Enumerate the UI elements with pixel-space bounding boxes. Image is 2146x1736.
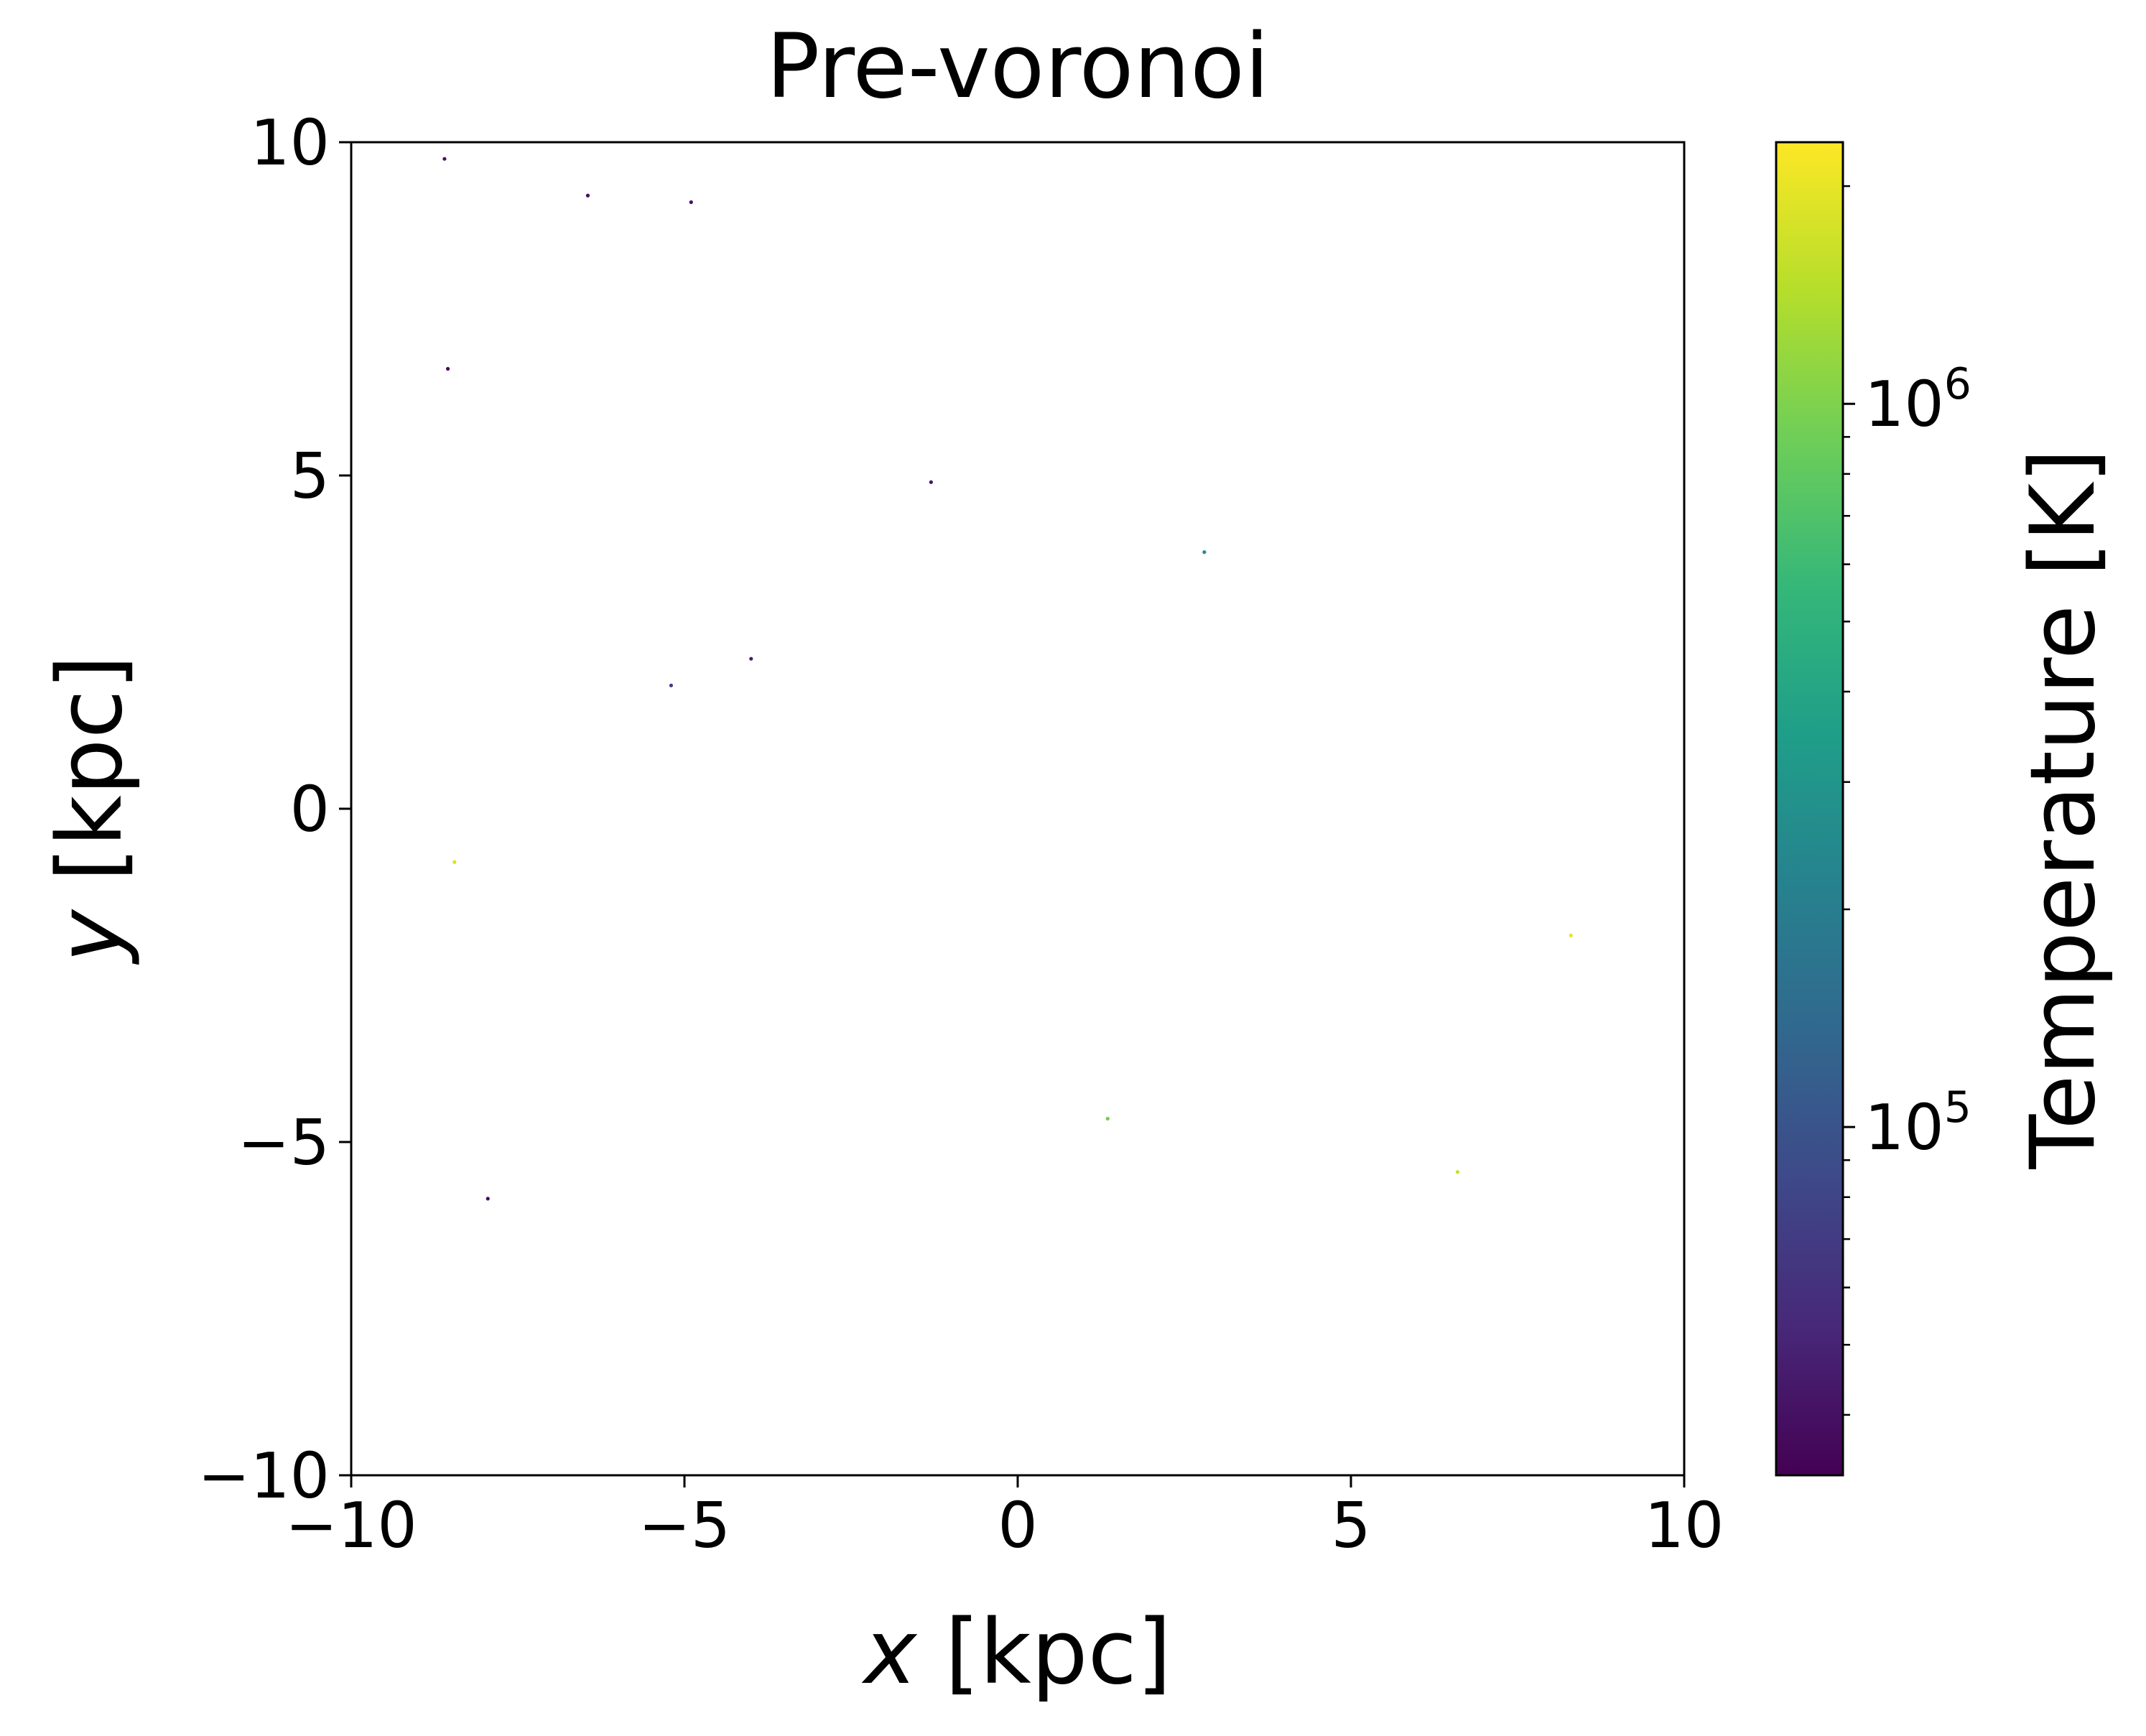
plot-area bbox=[350, 141, 1686, 1477]
data-point bbox=[585, 193, 590, 198]
colorbar-frame bbox=[1775, 141, 1844, 1477]
data-point bbox=[749, 656, 753, 661]
x-axis-label-unit: [kpc] bbox=[916, 1601, 1171, 1704]
data-point bbox=[452, 860, 457, 864]
chart-title: Pre-voronoi bbox=[766, 15, 1270, 119]
colorbar-tick-label: 105 bbox=[1864, 1082, 1971, 1164]
x-axis-label-var: x bbox=[861, 1601, 918, 1704]
colorbar: 105 106 bbox=[1775, 141, 1971, 1477]
x-axis-label: x [kpc] bbox=[861, 1601, 1171, 1704]
y-tick-label: −5 bbox=[238, 1106, 330, 1179]
y-tick-label: 5 bbox=[290, 440, 330, 513]
colorbar-tick-label: 106 bbox=[1864, 359, 1971, 441]
y-tick-label: 0 bbox=[290, 773, 330, 846]
colorbar-ticks: 105 106 bbox=[1843, 185, 1971, 1416]
x-tick-label: −10 bbox=[285, 1489, 417, 1562]
x-tick-label: 0 bbox=[998, 1489, 1037, 1562]
data-point bbox=[1455, 1170, 1460, 1174]
y-tick-label: −10 bbox=[198, 1439, 330, 1513]
y-axis-label-unit: [kpc] bbox=[39, 655, 142, 910]
data-point bbox=[486, 1197, 490, 1201]
data-point bbox=[929, 480, 933, 484]
y-axis-label: y [kpc] bbox=[39, 655, 142, 965]
colorbar-label: Temperature [K] bbox=[2012, 449, 2115, 1170]
data-point bbox=[669, 683, 674, 687]
data-point bbox=[1569, 933, 1573, 937]
y-axis-label-var: y bbox=[39, 909, 142, 965]
x-tick-label: 10 bbox=[1645, 1489, 1724, 1562]
data-point bbox=[442, 157, 447, 161]
data-point bbox=[689, 200, 693, 205]
y-tick-label: 10 bbox=[250, 106, 330, 180]
colorbar-gradient bbox=[1776, 142, 1843, 1475]
x-axis-ticks: −10 −5 0 5 10 bbox=[285, 1475, 1724, 1562]
x-tick-label: 5 bbox=[1331, 1489, 1370, 1562]
x-tick-label: −5 bbox=[638, 1489, 730, 1562]
data-point bbox=[1105, 1116, 1110, 1121]
data-point bbox=[445, 366, 450, 371]
y-axis-ticks: −10 −5 0 5 10 bbox=[198, 106, 351, 1513]
scatter-points bbox=[442, 157, 1573, 1201]
plot-background bbox=[351, 142, 1684, 1475]
data-point bbox=[1202, 550, 1207, 554]
